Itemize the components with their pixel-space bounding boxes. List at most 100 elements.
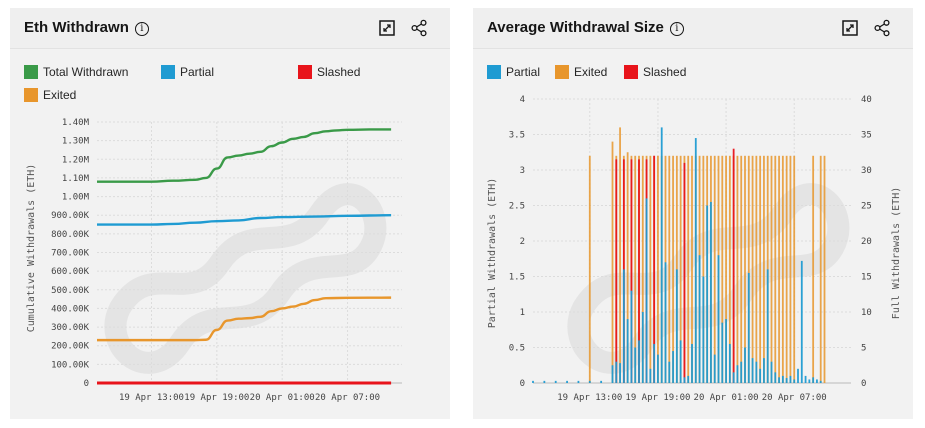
y-tick-label: 200.00K bbox=[51, 342, 90, 352]
bar-partial bbox=[619, 363, 621, 383]
bar-exited bbox=[736, 155, 739, 383]
bar-exited bbox=[713, 155, 716, 383]
legend-label: Exited bbox=[43, 88, 77, 102]
share-icon[interactable] bbox=[410, 19, 428, 37]
bar-slashed bbox=[653, 155, 656, 383]
bar-partial bbox=[660, 127, 663, 384]
x-tick-label: 20 Apr 01:00 bbox=[250, 393, 315, 403]
bar-partial bbox=[755, 361, 758, 383]
bar-partial bbox=[740, 361, 743, 383]
y-tick-label: 1 bbox=[520, 308, 525, 318]
bar-partial bbox=[645, 198, 648, 383]
bar-exited bbox=[702, 155, 705, 383]
bar-partial bbox=[615, 361, 618, 383]
bar-partial bbox=[785, 378, 788, 383]
bar-partial bbox=[566, 380, 568, 383]
y-tick-label: 1.10M bbox=[62, 174, 90, 184]
bar-exited bbox=[611, 141, 614, 383]
info-icon[interactable]: i bbox=[669, 22, 684, 36]
y-tick-label: 1.30M bbox=[62, 137, 90, 147]
info-icon[interactable]: i bbox=[134, 22, 149, 36]
bar-partial bbox=[702, 276, 705, 383]
bar-exited bbox=[634, 155, 637, 383]
y-axis-title: Cumulative Withdrawals (ETH) bbox=[26, 164, 37, 333]
bar-partial bbox=[789, 375, 792, 383]
panel-header: Eth Withdrawn i bbox=[10, 8, 450, 49]
expand-icon[interactable] bbox=[841, 19, 859, 37]
bar-exited bbox=[819, 155, 822, 383]
y-tick-label: 700.00K bbox=[51, 249, 90, 259]
expand-icon[interactable] bbox=[378, 19, 396, 37]
bar-partial bbox=[728, 343, 731, 383]
bar-partial bbox=[819, 380, 822, 383]
bar-partial bbox=[747, 272, 750, 383]
bar-partial bbox=[781, 375, 784, 383]
bar-partial bbox=[759, 368, 762, 383]
bar-exited bbox=[679, 155, 682, 383]
panel-title-text: Average Withdrawal Size bbox=[487, 19, 664, 36]
bar-exited bbox=[785, 155, 788, 383]
bar-partial bbox=[634, 347, 637, 383]
series-line-partial bbox=[97, 214, 392, 226]
bar-partial bbox=[600, 380, 603, 383]
bar-exited bbox=[751, 155, 754, 383]
bar-partial bbox=[577, 380, 580, 383]
bar-slashed bbox=[638, 159, 640, 383]
bar-partial bbox=[732, 372, 735, 383]
bar-partial bbox=[664, 262, 667, 383]
y-right-tick-label: 20 bbox=[861, 237, 872, 247]
bar-exited bbox=[759, 155, 762, 383]
bar-partial bbox=[710, 201, 712, 383]
bar-partial bbox=[657, 354, 659, 383]
y-tick-label: 3.5 bbox=[509, 131, 525, 141]
panel-title: Eth Withdrawn i bbox=[24, 19, 149, 36]
bar-partial bbox=[736, 365, 739, 383]
share-icon[interactable] bbox=[873, 19, 891, 37]
y-tick-label: 1.20M bbox=[62, 155, 90, 165]
bar-exited bbox=[668, 155, 671, 383]
bar-partial bbox=[588, 380, 591, 383]
bar-exited bbox=[649, 155, 652, 383]
bar-exited bbox=[781, 155, 784, 383]
bar-partial bbox=[626, 319, 629, 383]
bar-partial bbox=[793, 379, 796, 383]
legend-label: Partial bbox=[180, 65, 215, 79]
x-tick-label: 20 Apr 07:00 bbox=[762, 393, 827, 403]
bar-partial bbox=[532, 380, 534, 383]
bar-partial bbox=[766, 269, 769, 383]
y-right-tick-label: 30 bbox=[861, 166, 872, 176]
panel-title: Average Withdrawal Size i bbox=[487, 19, 684, 36]
y-axis-title-left: Partial Withdrawals (ETH) bbox=[487, 178, 498, 329]
bar-exited bbox=[691, 155, 693, 383]
bar-exited bbox=[641, 155, 644, 383]
legend-label: Slashed bbox=[317, 65, 361, 79]
bar-partial bbox=[770, 361, 773, 383]
legend-swatch bbox=[161, 65, 175, 79]
bar-partial bbox=[744, 347, 746, 383]
bar-partial bbox=[816, 379, 818, 383]
bar-partial bbox=[800, 260, 803, 383]
bar-exited bbox=[744, 155, 746, 383]
y-tick-label: 1.40M bbox=[62, 118, 90, 128]
bar-partial bbox=[675, 269, 678, 383]
bar-partial bbox=[698, 255, 701, 383]
bar-exited bbox=[823, 155, 826, 383]
x-tick-label: 19 Apr 13:00 bbox=[557, 393, 622, 403]
watermark-logo bbox=[567, 183, 850, 374]
y-tick-label: 100.00K bbox=[51, 360, 90, 370]
bar-partial bbox=[683, 377, 686, 383]
bar-slashed bbox=[683, 162, 686, 383]
legend-swatch bbox=[487, 65, 501, 79]
watermark-logo bbox=[104, 183, 387, 374]
x-tick-label: 20 Apr 01:00 bbox=[694, 393, 759, 403]
legend-swatch bbox=[298, 65, 312, 79]
y-right-tick-label: 35 bbox=[861, 131, 872, 141]
bar-partial bbox=[641, 312, 644, 383]
bar-partial bbox=[691, 343, 693, 383]
average-withdrawal-size-panel: Average Withdrawal Size i Partial Exited … bbox=[473, 8, 913, 419]
x-tick-label: 19 Apr 19:00 bbox=[184, 393, 249, 403]
bar-slashed bbox=[615, 159, 618, 383]
y-tick-label: 3 bbox=[520, 166, 525, 176]
bar-exited bbox=[774, 155, 777, 383]
